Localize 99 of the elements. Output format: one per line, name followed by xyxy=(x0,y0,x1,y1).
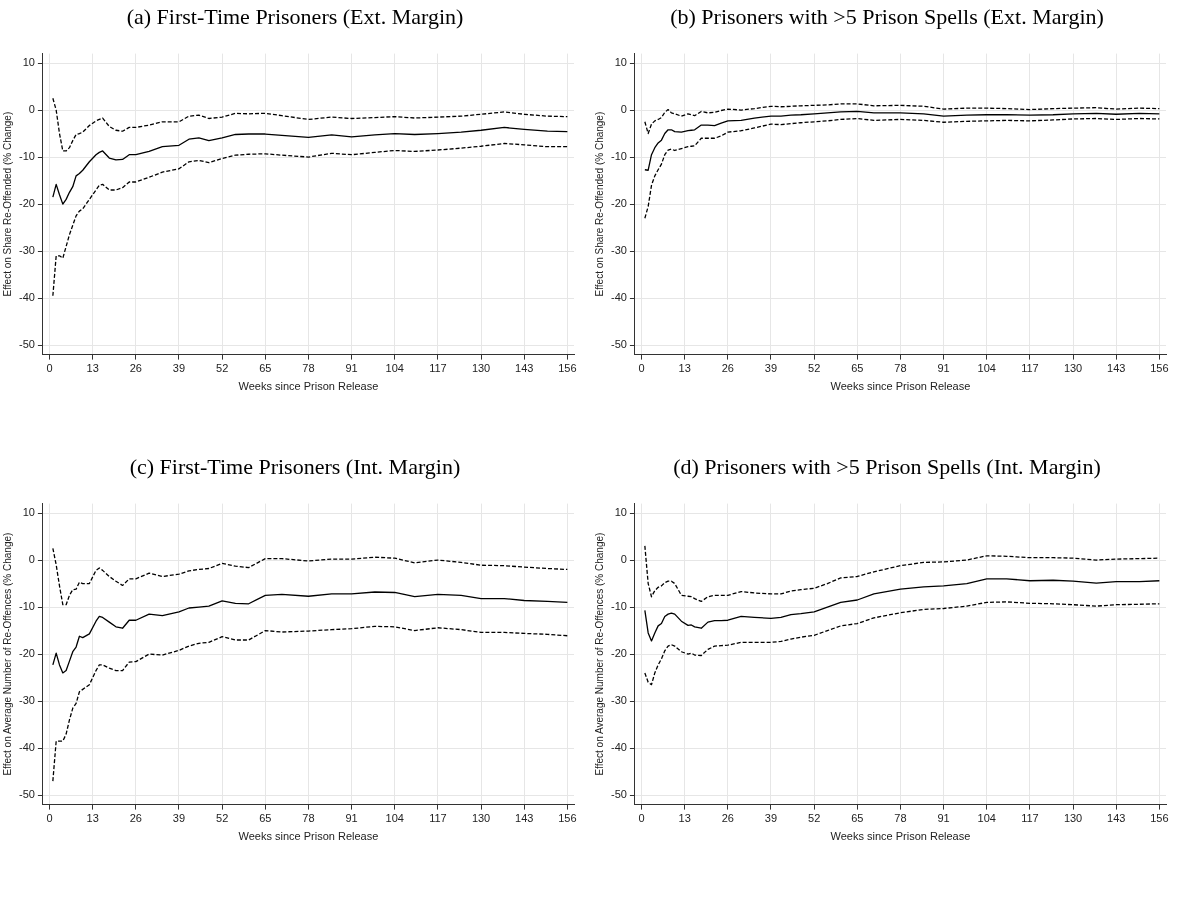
y-tick-label: -20 xyxy=(610,647,627,660)
x-tick-label: 117 xyxy=(1021,812,1039,825)
y-tick-label: -30 xyxy=(610,694,627,707)
x-tick-label: 104 xyxy=(977,362,996,375)
x-tick-label: 117 xyxy=(429,812,447,825)
y-tick-label: -10 xyxy=(610,150,627,163)
y-tick-label: -20 xyxy=(610,197,627,210)
x-tick-label: 39 xyxy=(764,362,778,375)
x-tick-label: 0 xyxy=(46,362,53,375)
y-tick-label: 0 xyxy=(28,103,35,116)
y-tick-label: 10 xyxy=(22,56,35,69)
x-tick-label: 91 xyxy=(345,362,358,375)
y-tick-label: 10 xyxy=(614,506,627,519)
x-tick-label: 39 xyxy=(172,362,186,375)
x-tick-label: 52 xyxy=(808,812,821,825)
x-tick-label: 78 xyxy=(894,812,907,825)
x-tick-label: 65 xyxy=(851,812,864,825)
x-tick-label: 117 xyxy=(429,362,447,375)
x-tick-label: 156 xyxy=(558,812,577,825)
x-tick-label: 78 xyxy=(894,362,907,375)
line-series xyxy=(52,142,569,297)
line-series xyxy=(644,103,1161,135)
x-tick-label: 13 xyxy=(678,362,691,375)
x-tick-label: 143 xyxy=(1107,362,1126,375)
line-series xyxy=(52,625,569,782)
x-tick-label: 52 xyxy=(808,362,821,375)
x-tick-label: 104 xyxy=(977,812,996,825)
x-tick-label: 130 xyxy=(471,812,491,825)
x-tick-label: 156 xyxy=(1150,812,1169,825)
line-series xyxy=(52,547,569,606)
y-tick-label: 0 xyxy=(620,553,627,566)
x-tick-label: 26 xyxy=(721,362,734,375)
x-tick-label: 130 xyxy=(1063,812,1083,825)
x-tick-label: 104 xyxy=(385,812,404,825)
y-axis-title: Effect on Share Re-Offended (% Change) xyxy=(593,111,605,297)
x-axis-title: Weeks since Prison Release xyxy=(830,380,971,393)
x-axis-title: Weeks since Prison Release xyxy=(238,380,379,393)
y-tick-label: -30 xyxy=(610,244,627,257)
x-tick-label: 78 xyxy=(302,812,315,825)
x-tick-label: 0 xyxy=(638,812,645,825)
y-axis-title: Effect on Share Re-Offended (% Change) xyxy=(1,111,13,297)
chart-title: (d) Prisoners with >5 Prison Spells (Int. Margin) xyxy=(672,453,1102,481)
x-tick-label: 13 xyxy=(678,812,691,825)
chart-title: (b) Prisoners with >5 Prison Spells (Ext. Margin) xyxy=(669,3,1105,31)
y-tick-label: -40 xyxy=(18,741,35,754)
y-tick-label: -10 xyxy=(18,150,35,163)
x-tick-label: 52 xyxy=(216,812,229,825)
y-tick-label: -10 xyxy=(18,600,35,613)
line-series xyxy=(644,117,1161,219)
x-tick-label: 156 xyxy=(1150,362,1169,375)
chart-title: (c) First-Time Prisoners (Int. Margin) xyxy=(128,453,462,481)
chart-title: (a) First-Time Prisoners (Ext. Margin) xyxy=(125,3,465,31)
x-tick-label: 143 xyxy=(1107,812,1126,825)
y-tick-label: 0 xyxy=(620,103,627,116)
x-tick-label: 78 xyxy=(302,362,315,375)
x-tick-label: 143 xyxy=(515,812,534,825)
y-tick-label: -40 xyxy=(18,291,35,304)
x-axis-title: Weeks since Prison Release xyxy=(238,830,379,843)
y-tick-label: -40 xyxy=(610,741,627,754)
x-tick-label: 0 xyxy=(638,362,645,375)
x-tick-label: 117 xyxy=(1021,362,1039,375)
line-series xyxy=(52,97,569,152)
x-axis-title: Weeks since Prison Release xyxy=(830,830,971,843)
x-tick-label: 91 xyxy=(937,362,950,375)
x-tick-label: 130 xyxy=(1063,362,1083,375)
y-tick-label: -30 xyxy=(18,244,35,257)
x-tick-label: 65 xyxy=(851,362,864,375)
x-tick-label: 26 xyxy=(129,812,142,825)
x-tick-label: 104 xyxy=(385,362,404,375)
x-tick-label: 91 xyxy=(937,812,950,825)
line-series xyxy=(644,601,1161,686)
y-axis-title: Effect on Average Number of Re-Offences (% Change) xyxy=(593,532,605,776)
x-tick-label: 26 xyxy=(721,812,734,825)
y-tick-label: -50 xyxy=(18,338,35,351)
y-tick-label: -40 xyxy=(610,291,627,304)
x-tick-label: 65 xyxy=(259,362,272,375)
y-tick-label: 10 xyxy=(22,506,35,519)
y-tick-label: 10 xyxy=(614,56,627,69)
y-tick-label: -50 xyxy=(610,338,627,351)
y-axis-title: Effect on Average Number of Re-Offences (% Change) xyxy=(1,532,13,776)
x-tick-label: 13 xyxy=(86,812,99,825)
x-tick-label: 143 xyxy=(515,362,534,375)
y-tick-label: -10 xyxy=(610,600,627,613)
x-tick-label: 26 xyxy=(129,362,142,375)
y-tick-label: -50 xyxy=(18,788,35,801)
y-tick-label: -50 xyxy=(610,788,627,801)
x-tick-label: 130 xyxy=(471,362,491,375)
y-tick-label: -30 xyxy=(18,694,35,707)
x-tick-label: 91 xyxy=(345,812,358,825)
y-tick-label: 0 xyxy=(28,553,35,566)
x-tick-label: 156 xyxy=(558,362,577,375)
y-tick-label: -20 xyxy=(18,647,35,660)
x-tick-label: 39 xyxy=(764,812,778,825)
x-tick-label: 13 xyxy=(86,362,99,375)
x-tick-label: 39 xyxy=(172,812,186,825)
x-tick-label: 52 xyxy=(216,362,229,375)
x-tick-label: 0 xyxy=(46,812,53,825)
x-tick-label: 65 xyxy=(259,812,272,825)
y-tick-label: -20 xyxy=(18,197,35,210)
